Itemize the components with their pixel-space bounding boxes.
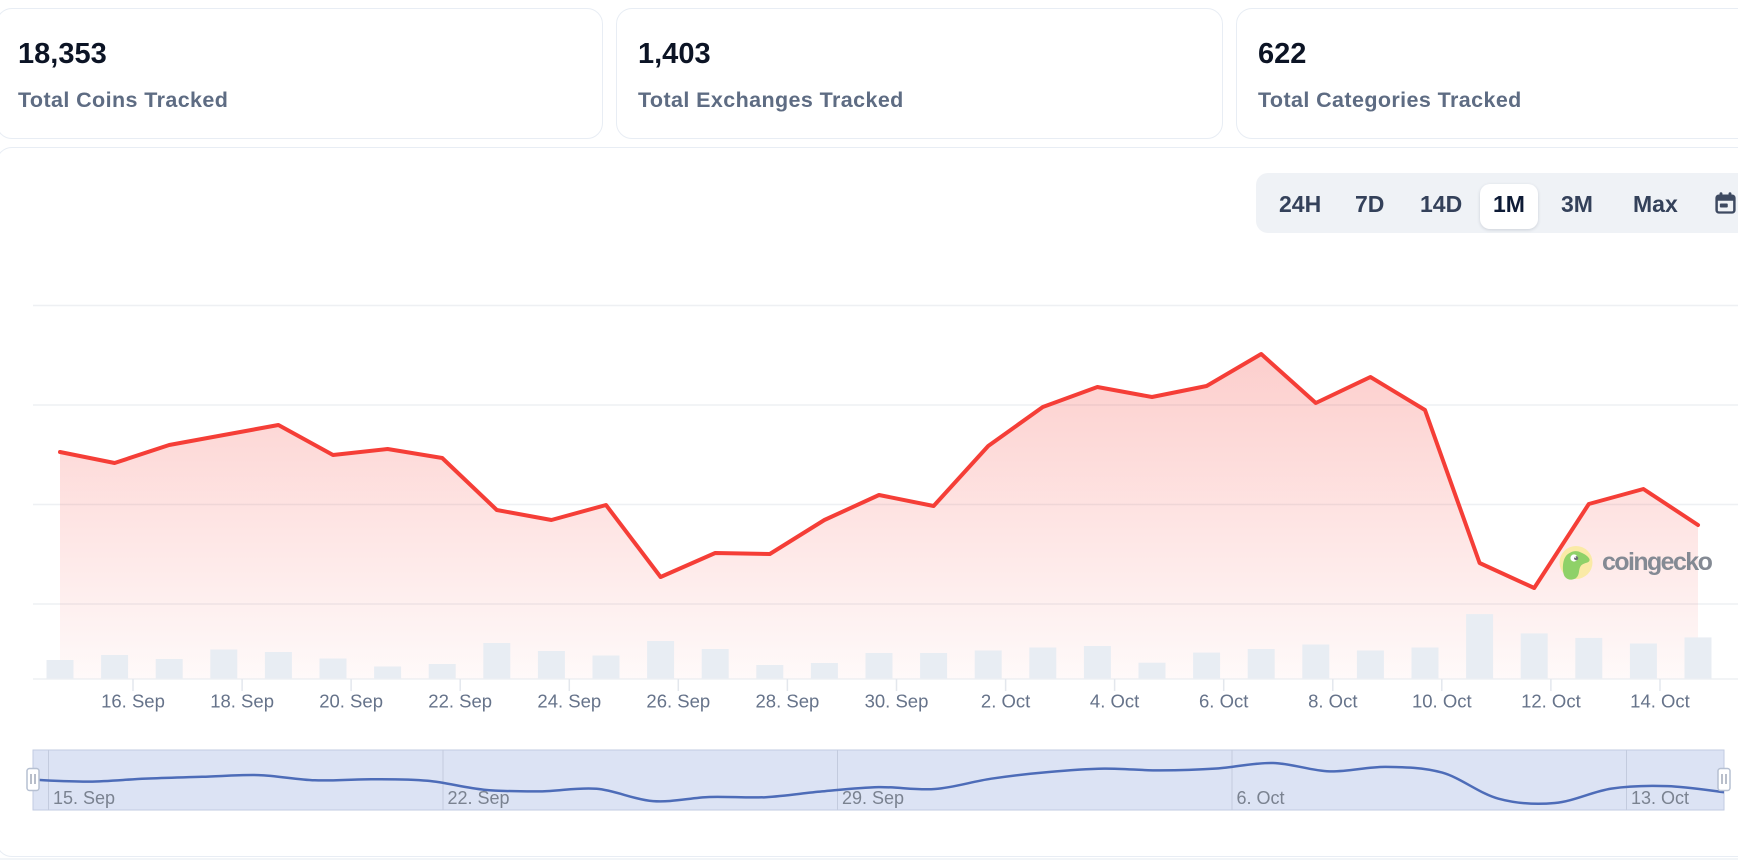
svg-text:10. Oct: 10. Oct (1412, 691, 1472, 712)
svg-text:22. Sep: 22. Sep (428, 691, 492, 712)
svg-text:2. Oct: 2. Oct (981, 691, 1030, 712)
svg-text:26. Sep: 26. Sep (646, 691, 710, 712)
svg-text:18. Sep: 18. Sep (210, 691, 274, 712)
svg-text:22. Sep: 22. Sep (448, 788, 510, 808)
svg-text:24. Sep: 24. Sep (537, 691, 601, 712)
svg-text:29. Sep: 29. Sep (842, 788, 904, 808)
svg-text:6. Oct: 6. Oct (1237, 788, 1285, 808)
svg-text:20. Sep: 20. Sep (319, 691, 383, 712)
svg-text:14. Oct: 14. Oct (1630, 691, 1690, 712)
svg-text:16. Sep: 16. Sep (101, 691, 165, 712)
svg-text:30. Sep: 30. Sep (865, 691, 929, 712)
svg-text:13. Oct: 13. Oct (1631, 788, 1689, 808)
svg-text:28. Sep: 28. Sep (756, 691, 820, 712)
svg-text:6. Oct: 6. Oct (1199, 691, 1248, 712)
svg-text:4. Oct: 4. Oct (1090, 691, 1139, 712)
svg-text:12. Oct: 12. Oct (1521, 691, 1581, 712)
svg-text:coingecko: coingecko (1602, 548, 1713, 576)
svg-text:8. Oct: 8. Oct (1308, 691, 1357, 712)
svg-text:15. Sep: 15. Sep (53, 788, 115, 808)
